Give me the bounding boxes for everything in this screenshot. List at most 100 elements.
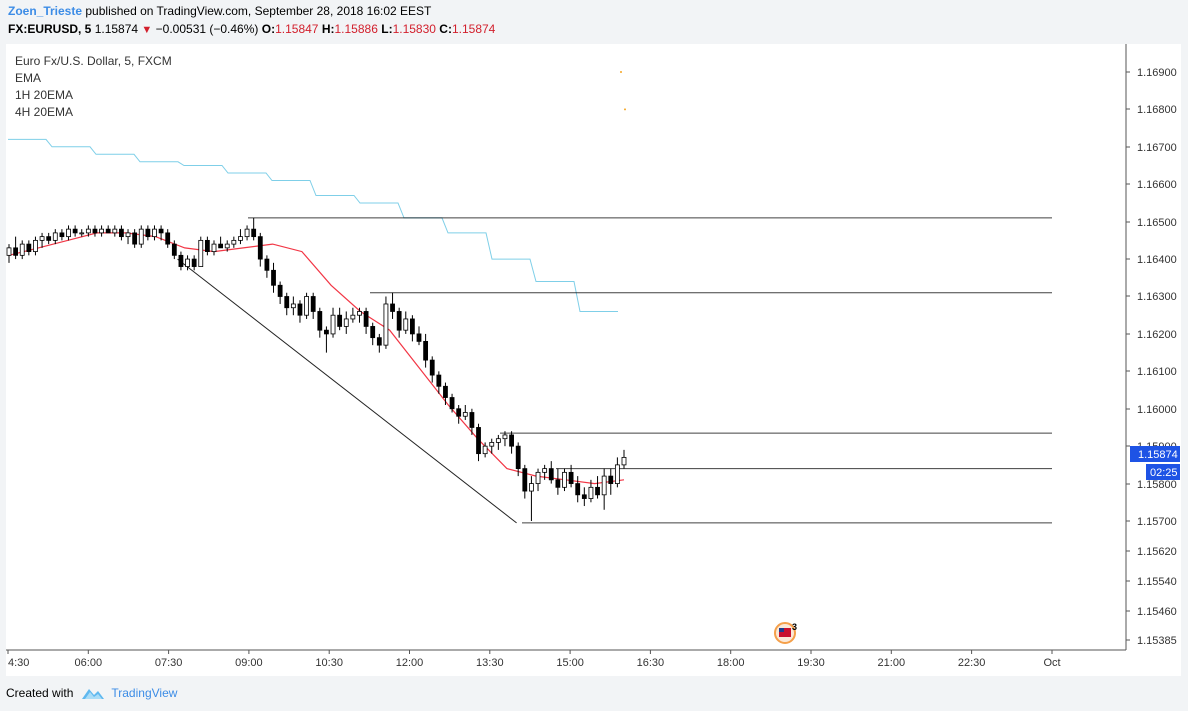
candle-down: [409, 318, 415, 335]
candle-down: [271, 269, 276, 286]
candle-down: [469, 412, 475, 428]
candle-up: [489, 442, 495, 447]
candle-up: [238, 236, 243, 241]
candle-down: [317, 311, 323, 331]
ema-line: [8, 232, 625, 485]
candle-up: [529, 483, 534, 492]
chart-background: [6, 44, 1181, 676]
candle-up: [66, 228, 71, 238]
x-tick-label: 09:00: [235, 657, 263, 669]
candle-down: [178, 254, 184, 267]
x-tick-label: 16:30: [637, 657, 665, 669]
candle-down: [449, 397, 455, 410]
candle-down: [337, 314, 343, 327]
y-tick-label: 1.15540: [1137, 576, 1177, 588]
x-tick-label: 22:30: [958, 657, 986, 669]
candle-down: [595, 486, 600, 496]
candle-up: [99, 228, 104, 234]
legend-title: Euro Fx/U.S. Dollar, 5, FXCM: [15, 54, 172, 68]
candle-up: [383, 303, 389, 346]
candle-down: [390, 303, 395, 312]
candle-down: [26, 243, 32, 253]
candle-up: [185, 258, 190, 267]
legend-4h-ema[interactable]: 4H 20EMA: [15, 105, 73, 119]
x-tick-label: 4:30: [8, 657, 29, 669]
last-price-tag-text: 1.15874: [1138, 449, 1178, 461]
economic-event-marker[interactable]: 3: [774, 622, 797, 644]
candle-up: [85, 228, 91, 234]
candle-up: [614, 464, 620, 484]
candle-down: [555, 479, 561, 488]
x-tick-label: 12:00: [396, 657, 424, 669]
ema-1h-line: [8, 138, 618, 312]
candle-up: [19, 243, 25, 256]
y-tick-label: 1.16100: [1137, 366, 1177, 378]
candle-down: [218, 243, 224, 249]
x-tick-label: 19:30: [797, 657, 825, 669]
candle-up: [6, 247, 12, 256]
y-tick-label: 1.16000: [1137, 404, 1177, 416]
candle-up: [403, 318, 409, 331]
candle-down: [13, 247, 19, 256]
y-tick-label: 1.15800: [1137, 479, 1177, 491]
candle-down: [324, 329, 329, 335]
candle-down: [264, 258, 270, 271]
candle-up: [244, 228, 250, 238]
y-tick-label: 1.16500: [1137, 217, 1177, 229]
publish-info: Zoen_Trieste published on TradingView.co…: [8, 4, 431, 18]
candle-down: [443, 385, 448, 398]
x-tick-label: 18:00: [717, 657, 745, 669]
candle-down: [165, 232, 171, 245]
candle-down: [277, 284, 283, 297]
chart-header: Zoen_Trieste published on TradingView.co…: [0, 0, 1188, 44]
tradingview-link[interactable]: TradingView: [111, 686, 178, 700]
y-tick-label: 1.15460: [1137, 606, 1177, 618]
ema-4h-point: [624, 108, 626, 111]
candle-down: [581, 494, 587, 499]
candle-down: [568, 471, 574, 484]
x-tick-label: 10:30: [315, 657, 343, 669]
candle-down: [370, 326, 376, 339]
candle-down: [310, 296, 316, 312]
x-tick-label: Oct: [1043, 657, 1060, 669]
candle-down: [548, 468, 554, 481]
candle-up: [52, 232, 58, 241]
candle-down: [105, 228, 111, 234]
candle-up: [198, 239, 204, 267]
candle-down: [456, 408, 462, 417]
low-value: 1.15830: [392, 22, 436, 36]
high-label: H:: [321, 22, 335, 36]
candle-down: [363, 311, 369, 327]
candle-down: [522, 468, 528, 492]
candle-down: [191, 258, 197, 267]
candle-up: [39, 236, 45, 241]
legend-ema[interactable]: EMA: [15, 71, 41, 85]
candle-up: [152, 228, 157, 238]
candle-down: [204, 239, 210, 253]
candle-down: [396, 311, 402, 331]
author-link[interactable]: Zoen_Trieste: [8, 4, 83, 18]
candle-down: [59, 232, 65, 238]
candle-up: [33, 239, 38, 253]
y-tick-label: 1.16700: [1137, 142, 1177, 154]
candle-down: [251, 228, 257, 238]
candle-up: [343, 318, 349, 327]
tradingview-logo-icon: [82, 689, 105, 699]
candle-down: [119, 228, 124, 238]
candle-down: [145, 228, 151, 238]
candle-up: [112, 228, 118, 234]
ema-4h-point: [620, 71, 622, 73]
created-with-text: Created with: [6, 686, 74, 700]
candle-down: [436, 374, 442, 387]
candle-down: [476, 427, 481, 455]
legend-1h-ema[interactable]: 1H 20EMA: [15, 88, 73, 102]
y-tick-label: 1.16400: [1137, 254, 1177, 266]
x-tick-label: 21:00: [878, 657, 906, 669]
candle-up: [79, 232, 85, 235]
x-tick-label: 15:00: [556, 657, 584, 669]
candle-up: [542, 468, 548, 473]
y-tick-label: 1.15385: [1137, 635, 1177, 647]
y-tick-label: 1.16800: [1137, 104, 1177, 116]
trendline: [177, 258, 517, 524]
